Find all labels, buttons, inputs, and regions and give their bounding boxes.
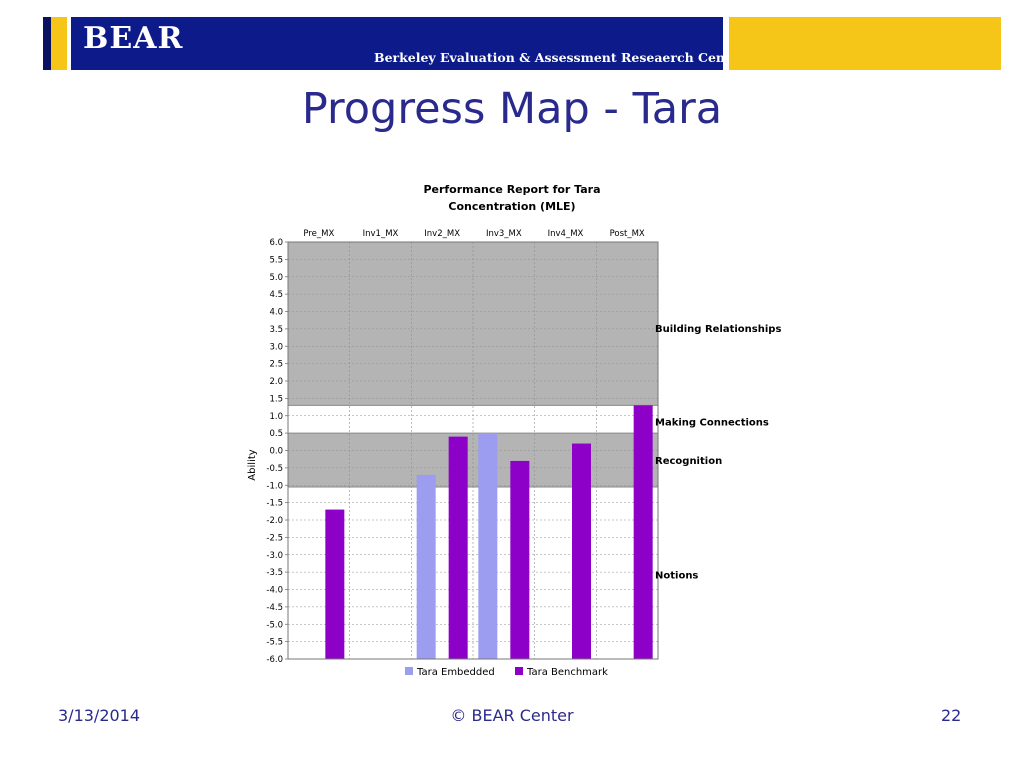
- category-label: Inv2_MX: [424, 229, 460, 239]
- y-tick-label: -5.5: [266, 638, 283, 648]
- footer-page-number: 22: [941, 706, 962, 725]
- y-tick-label: 4.0: [269, 308, 283, 318]
- y-axis-label: Ability: [247, 449, 258, 480]
- bar-layer: [325, 405, 653, 659]
- y-tick-label: 2.5: [269, 360, 283, 370]
- category-label: Inv3_MX: [486, 229, 522, 239]
- y-tick-label: 5.5: [269, 255, 283, 265]
- slide-title: Progress Map - Tara: [301, 84, 723, 134]
- category-label: Pre_MX: [303, 229, 334, 239]
- band-labels: Building Relationships Making Connections…: [655, 324, 781, 582]
- header-yellow-panel: [729, 17, 1001, 70]
- footer-copyright: © BEAR Center: [450, 706, 574, 725]
- bar-tara-benchmark-pre_mx: [325, 509, 345, 659]
- y-tick-label: -1.0: [266, 481, 283, 491]
- y-tick-label: -6.0: [266, 655, 283, 665]
- chart-svg: Performance Report for Tara Concentratio…: [247, 183, 781, 678]
- band-label: Making Connections: [655, 418, 769, 429]
- chart-legend: Tara Embedded Tara Benchmark: [405, 667, 608, 678]
- band-label: Building Relationships: [655, 324, 781, 335]
- header-bar: BEAR Berkeley Evaluation & Assessment Re…: [43, 17, 1001, 70]
- chart-title: Performance Report for Tara: [423, 183, 600, 196]
- category-labels: Pre_MX Inv1_MX Inv2_MX Inv3_MX Inv4_MX Post_M…: [303, 229, 645, 239]
- progress-chart: Performance Report for Tara Concentratio…: [230, 175, 790, 690]
- y-tick-label: -2.0: [266, 516, 283, 526]
- header-tagline: Berkeley Evaluation & Assessment Reseaer…: [374, 50, 746, 65]
- y-tick-label: -3.0: [266, 551, 283, 561]
- bar-tara-benchmark-inv2_mx: [448, 436, 468, 659]
- y-tick-label: 1.5: [269, 394, 283, 404]
- legend-swatch: [405, 667, 413, 675]
- bear-logo: BEAR: [83, 21, 184, 56]
- header-banner: BEAR Berkeley Evaluation & Assessment Re…: [71, 17, 745, 70]
- header-accent-yellow: [51, 17, 67, 70]
- category-label: Post_MX: [610, 229, 645, 239]
- y-tick-label: -0.5: [266, 464, 283, 474]
- category-label: Inv4_MX: [548, 229, 584, 239]
- footer-date: 3/13/2014: [58, 706, 141, 725]
- header-accent-dark: [43, 17, 51, 70]
- category-label: Inv1_MX: [363, 229, 399, 239]
- y-tick-label: -3.5: [266, 568, 283, 578]
- legend-swatch: [515, 667, 523, 675]
- y-tick-label: 1.0: [269, 412, 283, 422]
- legend-label: Tara Embedded: [416, 667, 495, 678]
- bar-tara-benchmark-post_mx: [633, 405, 653, 659]
- chart-subtitle: Concentration (MLE): [448, 200, 575, 213]
- legend-label: Tara Benchmark: [526, 667, 608, 678]
- y-tick-labels: 6.0 5.5 5.0 4.5 4.0 3.5 3.0 2.5 2.0 1.5 1.0 0.5 0.0 -…: [266, 238, 288, 665]
- y-tick-label: 6.0: [269, 238, 283, 248]
- bar-tara-benchmark-inv3_mx: [510, 460, 530, 659]
- y-tick-label: 0.0: [269, 447, 283, 457]
- y-tick-label: 4.5: [269, 290, 283, 300]
- bar-tara-embedded-inv3_mx: [478, 433, 498, 659]
- y-tick-label: 0.5: [269, 429, 283, 439]
- bar-tara-benchmark-inv4_mx: [572, 443, 591, 659]
- band-label: Notions: [655, 571, 698, 582]
- y-tick-label: -5.0: [266, 620, 283, 630]
- y-tick-label: 5.0: [269, 273, 283, 283]
- y-tick-label: -2.5: [266, 533, 283, 543]
- y-tick-label: -4.5: [266, 603, 283, 613]
- band-label: Recognition: [655, 456, 722, 467]
- y-tick-label: -1.5: [266, 499, 283, 509]
- y-tick-label: -4.0: [266, 586, 283, 596]
- y-tick-label: 3.5: [269, 325, 283, 335]
- y-tick-label: 3.0: [269, 342, 283, 352]
- bar-tara-embedded-inv2_mx: [416, 474, 436, 659]
- y-tick-label: 2.0: [269, 377, 283, 387]
